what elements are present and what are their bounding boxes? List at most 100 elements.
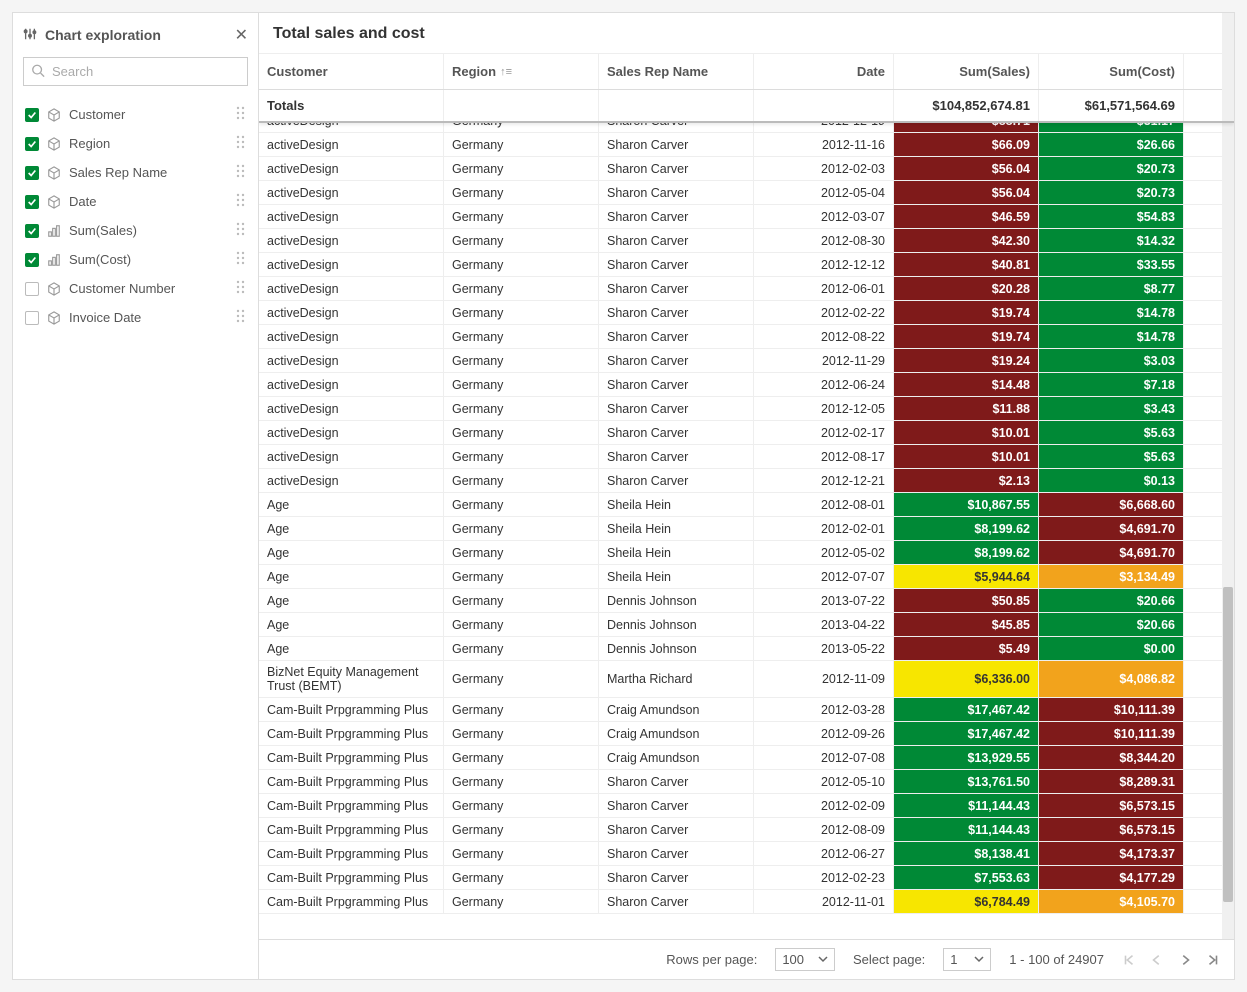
column-label: Sum(Cost) (1109, 64, 1175, 79)
cell-rep: Dennis Johnson (599, 589, 754, 612)
cell-sales: $10.01 (894, 421, 1039, 444)
cell-cost: $8,289.31 (1039, 770, 1184, 793)
scrollbar-thumb[interactable] (1223, 587, 1233, 902)
cell-rep: Sheila Hein (599, 565, 754, 588)
table-row[interactable]: activeDesignGermanySharon Carver2012-12-… (259, 469, 1234, 493)
cell-date: 2012-06-01 (754, 277, 894, 300)
table-row[interactable]: activeDesignGermanySharon Carver2012-12-… (259, 123, 1234, 133)
cell-customer: activeDesign (259, 469, 444, 492)
table-row[interactable]: activeDesignGermanySharon Carver2012-06-… (259, 373, 1234, 397)
checkbox[interactable] (25, 137, 39, 151)
cell-customer: BizNet Equity Management Trust (BEMT) (259, 661, 444, 697)
table-row[interactable]: Cam-Built Prpgramming PlusGermanySharon … (259, 770, 1234, 794)
table-row[interactable]: activeDesignGermanySharon Carver2012-05-… (259, 181, 1234, 205)
last-page-button[interactable] (1206, 953, 1220, 967)
drag-handle-icon[interactable] (236, 135, 246, 152)
vertical-scrollbar[interactable] (1222, 13, 1234, 939)
prev-page-button[interactable] (1150, 953, 1164, 967)
search-input[interactable] (23, 57, 248, 86)
drag-handle-icon[interactable] (236, 164, 246, 181)
drag-handle-icon[interactable] (236, 222, 246, 239)
table-row[interactable]: Cam-Built Prpgramming PlusGermanySharon … (259, 890, 1234, 914)
column-header[interactable]: Sales Rep Name (599, 54, 754, 89)
field-item[interactable]: Date (23, 187, 248, 216)
table-row[interactable]: activeDesignGermanySharon Carver2012-06-… (259, 277, 1234, 301)
checkbox[interactable] (25, 311, 39, 325)
totals-cost: $61,571,564.69 (1039, 90, 1184, 121)
cell-customer: activeDesign (259, 181, 444, 204)
table-row[interactable]: AgeGermanyDennis Johnson2013-04-22$45.85… (259, 613, 1234, 637)
table-row[interactable]: activeDesignGermanySharon Carver2012-12-… (259, 397, 1234, 421)
cell-customer: activeDesign (259, 277, 444, 300)
select-page-select[interactable]: 1 (943, 948, 991, 971)
table-row[interactable]: AgeGermanySheila Hein2012-02-01$8,199.62… (259, 517, 1234, 541)
cell-date: 2012-08-30 (754, 229, 894, 252)
field-item[interactable]: Customer Number (23, 274, 248, 303)
table: CustomerRegion ↑≡Sales Rep NameDateSum(S… (259, 53, 1234, 939)
table-row[interactable]: Cam-Built Prpgramming PlusGermanyCraig A… (259, 746, 1234, 770)
cell-date: 2012-07-08 (754, 746, 894, 769)
table-row[interactable]: Cam-Built Prpgramming PlusGermanySharon … (259, 818, 1234, 842)
checkbox[interactable] (25, 166, 39, 180)
field-item[interactable]: Invoice Date (23, 303, 248, 332)
drag-handle-icon[interactable] (236, 193, 246, 210)
field-item[interactable]: Region (23, 129, 248, 158)
cell-region: Germany (444, 123, 599, 132)
checkbox[interactable] (25, 224, 39, 238)
table-row[interactable]: activeDesignGermanySharon Carver2012-12-… (259, 253, 1234, 277)
drag-handle-icon[interactable] (236, 309, 246, 326)
column-header[interactable]: Customer (259, 54, 444, 89)
table-row[interactable]: Cam-Built Prpgramming PlusGermanySharon … (259, 842, 1234, 866)
cell-date: 2013-04-22 (754, 613, 894, 636)
cell-region: Germany (444, 301, 599, 324)
table-row[interactable]: activeDesignGermanySharon Carver2012-08-… (259, 445, 1234, 469)
field-item[interactable]: Sum(Cost) (23, 245, 248, 274)
select-page-label: Select page: (853, 952, 925, 967)
column-header[interactable]: Sum(Cost) (1039, 54, 1184, 89)
checkbox[interactable] (25, 195, 39, 209)
table-row[interactable]: AgeGermanyDennis Johnson2013-07-22$50.85… (259, 589, 1234, 613)
totals-label: Totals (259, 90, 444, 121)
table-row[interactable]: AgeGermanySheila Hein2012-07-07$5,944.64… (259, 565, 1234, 589)
cell-region: Germany (444, 661, 599, 697)
table-row[interactable]: AgeGermanyDennis Johnson2013-05-22$5.49$… (259, 637, 1234, 661)
table-row[interactable]: Cam-Built Prpgramming PlusGermanySharon … (259, 794, 1234, 818)
drag-handle-icon[interactable] (236, 280, 246, 297)
rows-per-page-select[interactable]: 100 (775, 948, 835, 971)
table-row[interactable]: activeDesignGermanySharon Carver2012-02-… (259, 157, 1234, 181)
table-row[interactable]: Cam-Built Prpgramming PlusGermanyCraig A… (259, 698, 1234, 722)
field-item[interactable]: Customer (23, 100, 248, 129)
table-row[interactable]: Cam-Built Prpgramming PlusGermanySharon … (259, 866, 1234, 890)
table-row[interactable]: activeDesignGermanySharon Carver2012-02-… (259, 421, 1234, 445)
drag-handle-icon[interactable] (236, 106, 246, 123)
field-item[interactable]: Sum(Sales) (23, 216, 248, 245)
field-item[interactable]: Sales Rep Name (23, 158, 248, 187)
table-row[interactable]: BizNet Equity Management Trust (BEMT)Ger… (259, 661, 1234, 698)
checkbox[interactable] (25, 253, 39, 267)
table-row[interactable]: AgeGermanySheila Hein2012-05-02$8,199.62… (259, 541, 1234, 565)
field-label: Customer Number (69, 281, 228, 296)
table-row[interactable]: activeDesignGermanySharon Carver2012-08-… (259, 325, 1234, 349)
table-row[interactable]: activeDesignGermanySharon Carver2012-02-… (259, 301, 1234, 325)
column-header[interactable]: Region ↑≡ (444, 54, 599, 89)
column-header[interactable]: Sum(Sales) (894, 54, 1039, 89)
column-header[interactable]: Date (754, 54, 894, 89)
table-row[interactable]: AgeGermanySheila Hein2012-08-01$10,867.5… (259, 493, 1234, 517)
table-row[interactable]: activeDesignGermanySharon Carver2012-11-… (259, 349, 1234, 373)
close-icon[interactable]: ✕ (235, 25, 248, 45)
table-body[interactable]: activeDesignGermanySharon Carver2012-12-… (259, 123, 1234, 939)
checkbox[interactable] (25, 282, 39, 296)
measure-icon (47, 224, 61, 238)
checkbox[interactable] (25, 108, 39, 122)
table-row[interactable]: Cam-Built Prpgramming PlusGermanyCraig A… (259, 722, 1234, 746)
cell-sales: $6,336.00 (894, 661, 1039, 697)
table-row[interactable]: activeDesignGermanySharon Carver2012-08-… (259, 229, 1234, 253)
table-row[interactable]: activeDesignGermanySharon Carver2012-11-… (259, 133, 1234, 157)
drag-handle-icon[interactable] (236, 251, 246, 268)
cell-rep: Sharon Carver (599, 866, 754, 889)
cell-customer: Age (259, 517, 444, 540)
next-page-button[interactable] (1178, 953, 1192, 967)
first-page-button[interactable] (1122, 953, 1136, 967)
cell-rep: Sharon Carver (599, 890, 754, 913)
table-row[interactable]: activeDesignGermanySharon Carver2012-03-… (259, 205, 1234, 229)
